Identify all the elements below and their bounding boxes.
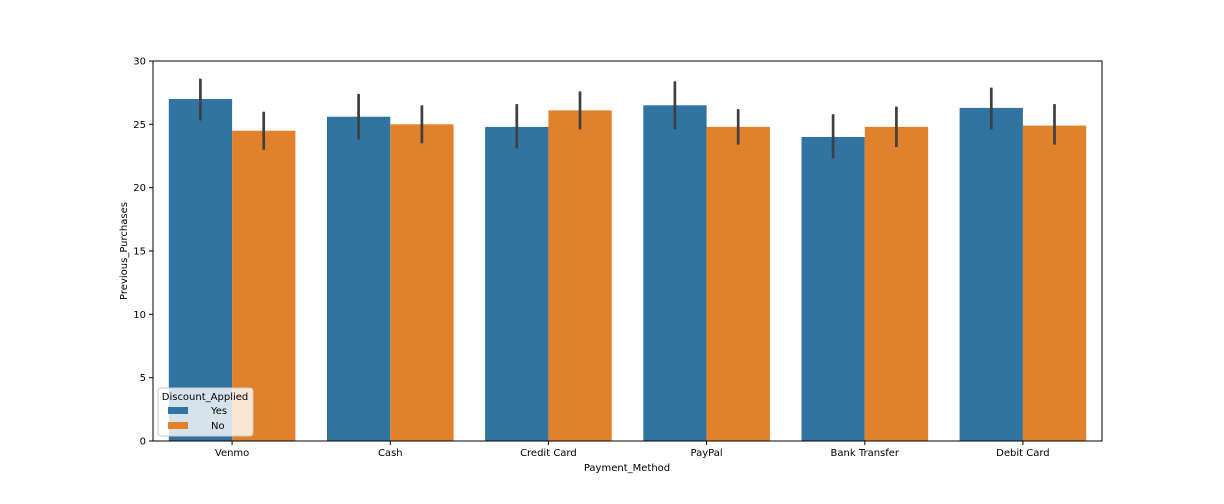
y-tick-label: 5 [140,373,146,384]
bar-bank-transfer-yes [801,137,865,441]
y-tick-label: 25 [133,120,146,131]
x-tick-label-cash: Cash [378,448,403,459]
x-tick-label-bank-transfer: Bank Transfer [831,448,900,459]
bar-cash-no [390,124,454,442]
legend-swatch-yes [168,407,188,414]
x-tick-label-paypal: PayPal [691,448,723,459]
bars-layer [168,99,1087,442]
y-tick-label: 30 [133,57,146,68]
y-tick-label: 15 [133,247,146,258]
legend-label-no: No [211,421,225,432]
bar-paypal-yes [643,105,707,442]
bar-debit-card-yes [959,107,1023,442]
bar-venmo-yes [168,99,233,441]
y-axis-label: Previous_Purchases [119,202,130,300]
y-tick-label: 20 [133,183,146,194]
y-tick-label: 0 [140,437,146,448]
bar-cash-yes [327,116,391,441]
x-tick-label-debit-card: Debit Card [996,448,1049,459]
x-tick-label-credit-card: Credit Card [520,448,577,459]
x-axis: Venmo Cash Credit Card PayPal Bank Transfer D… [215,441,1050,459]
y-tick-label: 10 [133,310,146,321]
y-axis: 0 5 10 15 20 25 30 [133,57,153,448]
x-tick-label-venmo: Venmo [215,448,249,459]
legend-label-yes: Yes [210,406,227,417]
x-axis-label: Payment_Method [584,463,670,474]
bar-bank-transfer-no [864,126,929,442]
error-bars-layer [199,78,1056,159]
legend: Discount_Applied Yes No [157,387,254,437]
bar-credit-card-no [548,110,612,442]
bar-paypal-no [706,126,770,442]
bar-debit-card-no [1022,125,1087,441]
bar-credit-card-yes [485,126,549,442]
legend-title: Discount_Applied [162,392,249,403]
legend-swatch-no [168,422,188,429]
